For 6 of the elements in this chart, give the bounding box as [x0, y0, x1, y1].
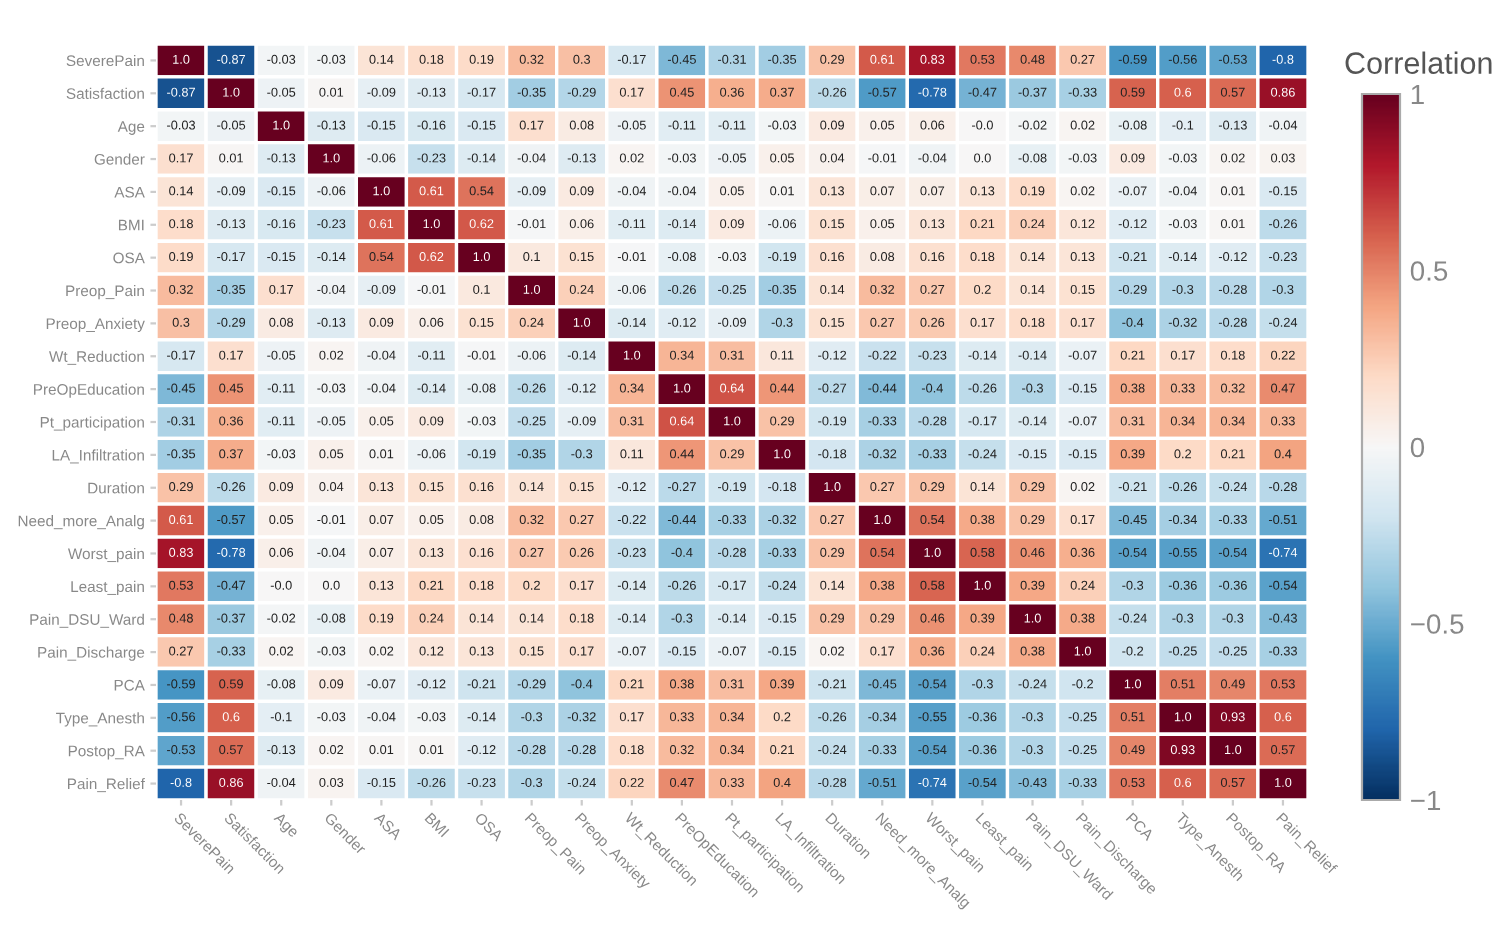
color-bar-label: 0 — [1410, 437, 1425, 458]
color-bar-label: 0.5 — [1410, 261, 1448, 281]
color-bar-label: −1 — [1411, 790, 1441, 811]
color-bar-title: Correlation — [1345, 51, 1492, 74]
color-bar-label: 1 — [1411, 84, 1424, 105]
color-bar-label: −0.5 — [1411, 614, 1464, 634]
